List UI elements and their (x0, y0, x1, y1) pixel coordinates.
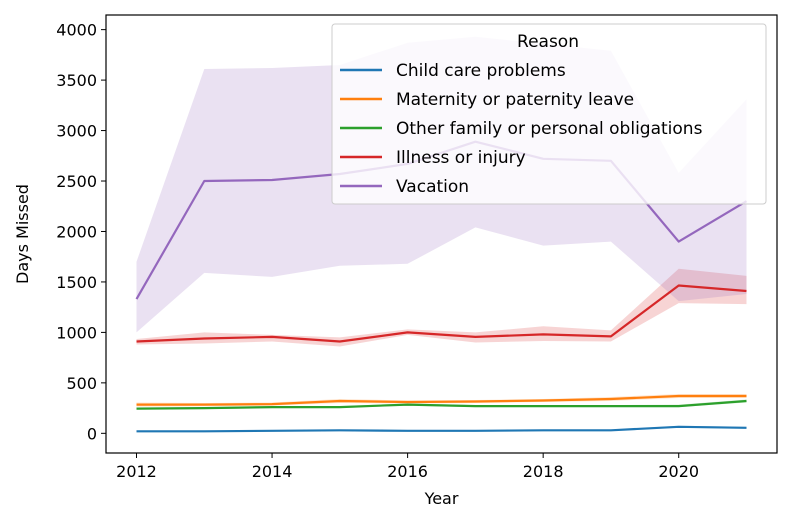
legend-title: Reason (517, 32, 579, 52)
series-line-3 (136, 284, 747, 343)
y-tick-label: 3000 (56, 122, 97, 141)
y-tick-label: 1000 (56, 323, 97, 342)
y-tick-label: 2500 (56, 172, 97, 191)
x-axis-label: Year (424, 489, 459, 508)
legend-box (331, 23, 767, 205)
y-axis-ticks: 0 500 1000 1500 2000 2500 3000 3500 4000 (56, 21, 106, 443)
x-axis-ticks: 2012 2014 2016 2018 2020 (116, 453, 699, 481)
legend-entry-label: Vacation (396, 177, 469, 197)
y-tick-label: 3500 (56, 71, 97, 90)
y-tick-label: 500 (66, 374, 97, 393)
y-tick-label: 2000 (56, 222, 97, 241)
x-tick-label: 2012 (116, 462, 157, 481)
legend: Reason Child care problems Maternity or p… (331, 23, 767, 205)
x-tick-label: 2018 (523, 462, 564, 481)
y-tick-label: 1500 (56, 273, 97, 292)
y-tick-label: 4000 (56, 21, 97, 40)
x-tick-label: 2016 (387, 462, 428, 481)
legend-entry-label: Illness or injury (396, 148, 526, 168)
series-line-1 (136, 394, 747, 406)
legend-items: Child care problems Maternity or paternit… (340, 61, 703, 197)
series-line-2 (136, 399, 747, 410)
series-line-0 (136, 425, 747, 433)
legend-entry-label: Other family or personal obligations (396, 119, 703, 139)
y-axis-label: Days Missed (13, 184, 32, 284)
x-tick-label: 2020 (658, 462, 699, 481)
legend-entry-label: Maternity or paternity leave (396, 90, 634, 110)
x-tick-label: 2014 (252, 462, 293, 481)
plot-frame (105, 14, 778, 454)
legend-entry-label: Child care problems (396, 61, 566, 81)
y-tick-label: 0 (87, 424, 97, 443)
